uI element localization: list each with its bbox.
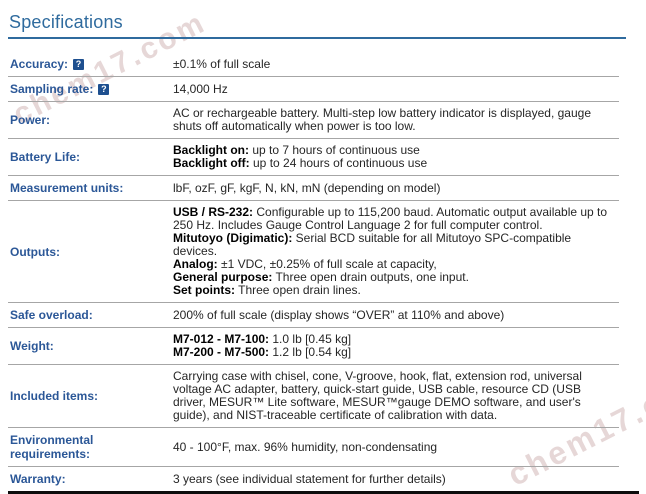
spec-value-line: Set points: Three open drain lines. <box>173 283 361 297</box>
spec-value-line: ±0.1% of full scale <box>173 56 271 71</box>
spec-row: Warranty: 3 years (see individual stateme… <box>8 467 619 492</box>
spec-label: Environmental requirements: <box>10 433 94 461</box>
spec-value: 200% of full scale (display shows “OVER”… <box>165 303 619 328</box>
spec-value-line: Backlight off: up to 24 hours of continu… <box>173 156 428 170</box>
spec-value-line: 3 years (see individual statement for fu… <box>173 471 446 486</box>
spec-value: 3 years (see individual statement for fu… <box>165 467 619 492</box>
spec-value: 40 - 100°F, max. 96% humidity, non-conde… <box>165 428 619 467</box>
spec-value: AC or rechargeable battery. Multi-step l… <box>165 102 619 139</box>
spec-label: Weight: <box>10 339 54 353</box>
spec-value-line: lbF, ozF, gF, kgF, N, kN, mN (depending … <box>173 180 441 195</box>
spec-value-line: Backlight on: up to 7 hours of continuou… <box>173 143 420 157</box>
help-icon[interactable]: ? <box>73 59 85 70</box>
spec-label: Warranty: <box>10 472 66 486</box>
spec-value-line: M7-012 - M7-100: 1.0 lb [0.45 kg] <box>173 332 352 346</box>
spec-row: Sampling rate:? 14,000 Hz <box>8 77 619 102</box>
spec-value-line: 14,000 Hz <box>173 81 228 96</box>
spec-row: Battery Life: Backlight on: up to 7 hours… <box>8 139 619 176</box>
specifications-table: Accuracy:? ±0.1% of full scale Sampling ra… <box>8 52 619 491</box>
spec-value: lbF, ozF, gF, kgF, N, kN, mN (depending … <box>165 176 619 201</box>
spec-row: Included items: Carrying case with chisel… <box>8 365 619 428</box>
spec-row: Weight: M7-012 - M7-100: 1.0 lb [0.45 kg]… <box>8 328 619 365</box>
specifications-table-body: Accuracy:? ±0.1% of full scale Sampling ra… <box>8 52 619 491</box>
spec-value: Backlight on: up to 7 hours of continuou… <box>165 139 619 176</box>
spec-value: ±0.1% of full scale <box>165 52 619 77</box>
spec-row: Power: AC or rechargeable battery. Multi-… <box>8 102 619 139</box>
spec-value: Carrying case with chisel, cone, V-groov… <box>165 365 619 428</box>
spec-value-line: AC or rechargeable battery. Multi-step l… <box>173 106 591 133</box>
spec-value-line: General purpose: Three open drain output… <box>173 270 469 284</box>
spec-row: Environmental requirements: 40 - 100°F, m… <box>8 428 619 467</box>
spec-row: Measurement units: lbF, ozF, gF, kgF, N, … <box>8 176 619 201</box>
spec-label: Included items: <box>10 389 99 403</box>
spec-row: Outputs: USB / RS-232: Configurable up to… <box>8 201 619 303</box>
spec-value: 14,000 Hz <box>165 77 619 102</box>
spec-label: Safe overload: <box>10 308 93 322</box>
spec-value-line: Analog: ±1 VDC, ±0.25% of full scale at … <box>173 257 437 271</box>
spec-value-line: 200% of full scale (display shows “OVER”… <box>173 307 505 322</box>
page-title: Specifications <box>8 10 626 39</box>
spec-value-line: Mitutoyo (Digimatic): Serial BCD suitabl… <box>173 231 572 258</box>
spec-row: Safe overload: 200% of full scale (displa… <box>8 303 619 328</box>
spec-value: USB / RS-232: Configurable up to 115,200… <box>165 201 619 303</box>
spec-label: Sampling rate:? <box>8 77 165 102</box>
spec-value-line: USB / RS-232: Configurable up to 115,200… <box>173 205 608 232</box>
help-icon[interactable]: ? <box>98 84 110 95</box>
spec-label: Measurement units: <box>10 181 124 195</box>
spec-value-line: M7-200 - M7-500: 1.2 lb [0.54 kg] <box>173 345 352 359</box>
spec-value-line: Carrying case with chisel, cone, V-groov… <box>173 369 582 422</box>
spec-label: Accuracy:? <box>8 52 165 77</box>
spec-label: Outputs: <box>10 244 60 259</box>
spec-label: Battery Life: <box>10 150 81 164</box>
spec-value-line: 40 - 100°F, max. 96% humidity, non-conde… <box>173 439 438 454</box>
spec-value: M7-012 - M7-100: 1.0 lb [0.45 kg] M7-200 … <box>165 328 619 365</box>
spec-label: Power: <box>10 113 51 127</box>
spec-row: Accuracy:? ±0.1% of full scale <box>8 52 619 77</box>
